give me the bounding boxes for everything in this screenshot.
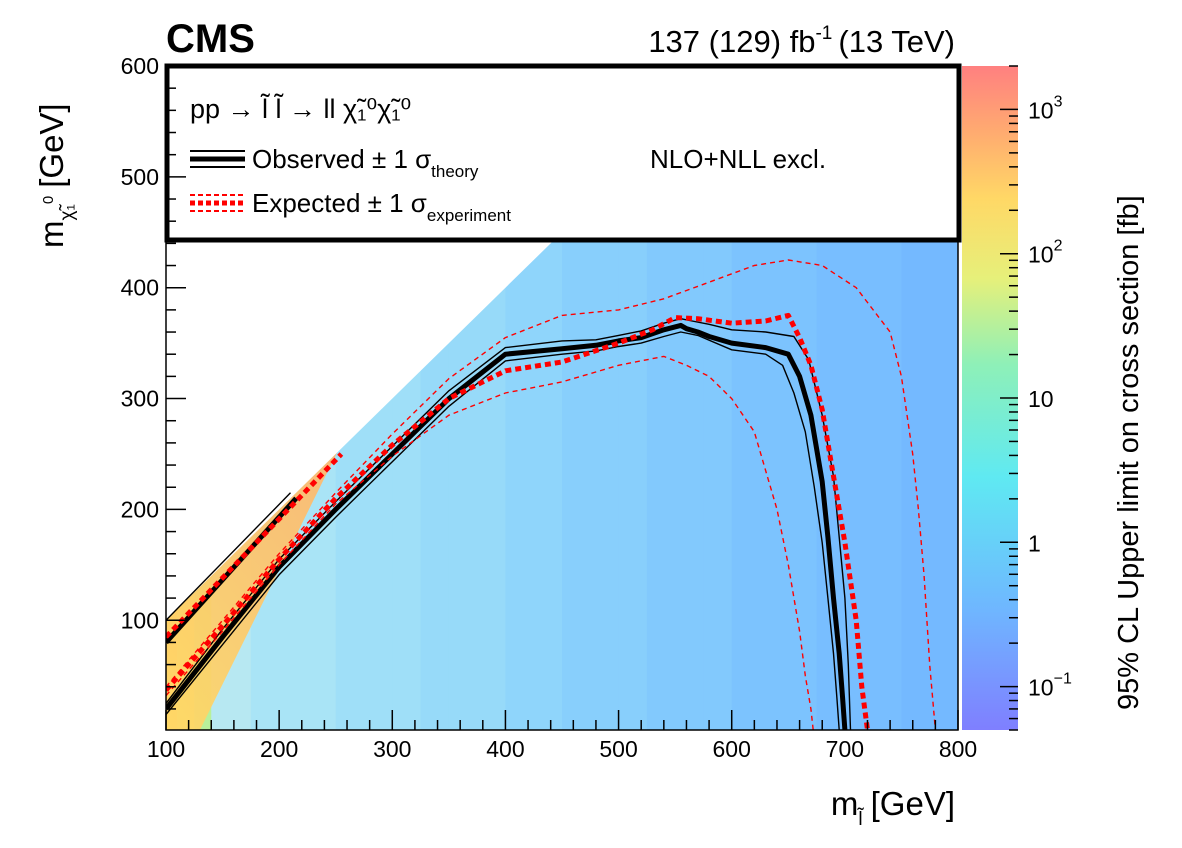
legend-observed-label: Observed ± 1 σtheory bbox=[252, 144, 479, 181]
heatmap-cell bbox=[618, 149, 648, 730]
y-tick-label: 500 bbox=[121, 164, 159, 190]
heatmap-diagonal-band bbox=[166, 66, 687, 730]
heatmap-cell bbox=[335, 426, 365, 730]
legend-expected-label: Expected ± 1 σexperiment bbox=[252, 188, 511, 225]
colorbar-tick-label: 103 bbox=[1028, 93, 1063, 123]
svg-text:mχ̃₁0[GeV]: mχ̃₁0[GeV] bbox=[33, 103, 78, 248]
heatmap-cell bbox=[590, 176, 620, 730]
contour-expected-1 bbox=[166, 259, 937, 730]
y-axis: 100 200 300 400 500 600 bbox=[121, 53, 186, 710]
x-tick-label: 400 bbox=[486, 736, 524, 762]
colorbar-tick-label: 10 bbox=[1028, 386, 1054, 412]
exclusion-contours bbox=[166, 259, 937, 730]
colorbar-tick-label: 1 bbox=[1028, 530, 1041, 556]
contour-observed-lower bbox=[166, 331, 840, 730]
legend-box bbox=[164, 63, 962, 243]
x-tick-label: 200 bbox=[260, 736, 298, 762]
contour-observed bbox=[166, 322, 848, 730]
y-tick-label: 300 bbox=[121, 386, 159, 412]
x-tick-label: 600 bbox=[713, 736, 751, 762]
heatmap-cell bbox=[505, 259, 535, 730]
colorbar-title-text: 95% CL Upper limit on cross section [fb] bbox=[1113, 195, 1145, 710]
x-axis-title: ml̃ [GeV] bbox=[831, 785, 955, 830]
x-tick-label: 100 bbox=[147, 736, 185, 762]
colorbar-tick-label: 102 bbox=[1028, 238, 1063, 268]
heatmap-cell bbox=[562, 204, 591, 730]
luminosity-label: 137 (129) fb-1 (13 TeV) bbox=[648, 23, 955, 59]
y-tick-label: 200 bbox=[121, 496, 159, 522]
colorbar-tick-label: 10−1 bbox=[1028, 671, 1072, 701]
legend: pp → l̃ l̃ → ll χ̃₁⁰χ̃₁⁰ Observed ± 1 σt… bbox=[164, 63, 962, 243]
x-tick-label: 300 bbox=[373, 736, 411, 762]
x-axis: 100 200 300 400 500 600 700 800 bbox=[147, 710, 977, 762]
heatmap-cell bbox=[364, 398, 393, 730]
experiment-label: CMS bbox=[166, 17, 255, 61]
legend-process: pp → l̃ l̃ → ll χ̃₁⁰χ̃₁⁰ bbox=[190, 93, 411, 124]
y-tick-label: 100 bbox=[121, 607, 159, 633]
colorbar-axis: 10−1 1 10 102 103 bbox=[1000, 65, 1072, 731]
y-axis-title: mχ̃₁0[GeV] bbox=[33, 103, 78, 248]
y-tick-label: 600 bbox=[121, 53, 159, 79]
contour-expected-diagonal bbox=[166, 452, 344, 639]
x-tick-label: 500 bbox=[599, 736, 637, 762]
heatmap-cell bbox=[477, 287, 506, 730]
x-tick-label: 700 bbox=[826, 736, 864, 762]
legend-note: NLO+NLL excl. bbox=[650, 144, 826, 174]
colorbar-title: 95% CL Upper limit on cross section [fb] bbox=[1113, 195, 1145, 710]
contour-observed-diagonal-upper bbox=[166, 492, 292, 621]
y-tick-label: 400 bbox=[121, 275, 159, 301]
heatmap-cell bbox=[533, 232, 563, 730]
x-tick-label: 800 bbox=[939, 736, 977, 762]
legend-expected-swatch bbox=[190, 194, 245, 212]
contour-expected-1 bbox=[166, 355, 814, 730]
legend-observed-swatch bbox=[190, 150, 245, 168]
contour-expected bbox=[166, 312, 870, 730]
